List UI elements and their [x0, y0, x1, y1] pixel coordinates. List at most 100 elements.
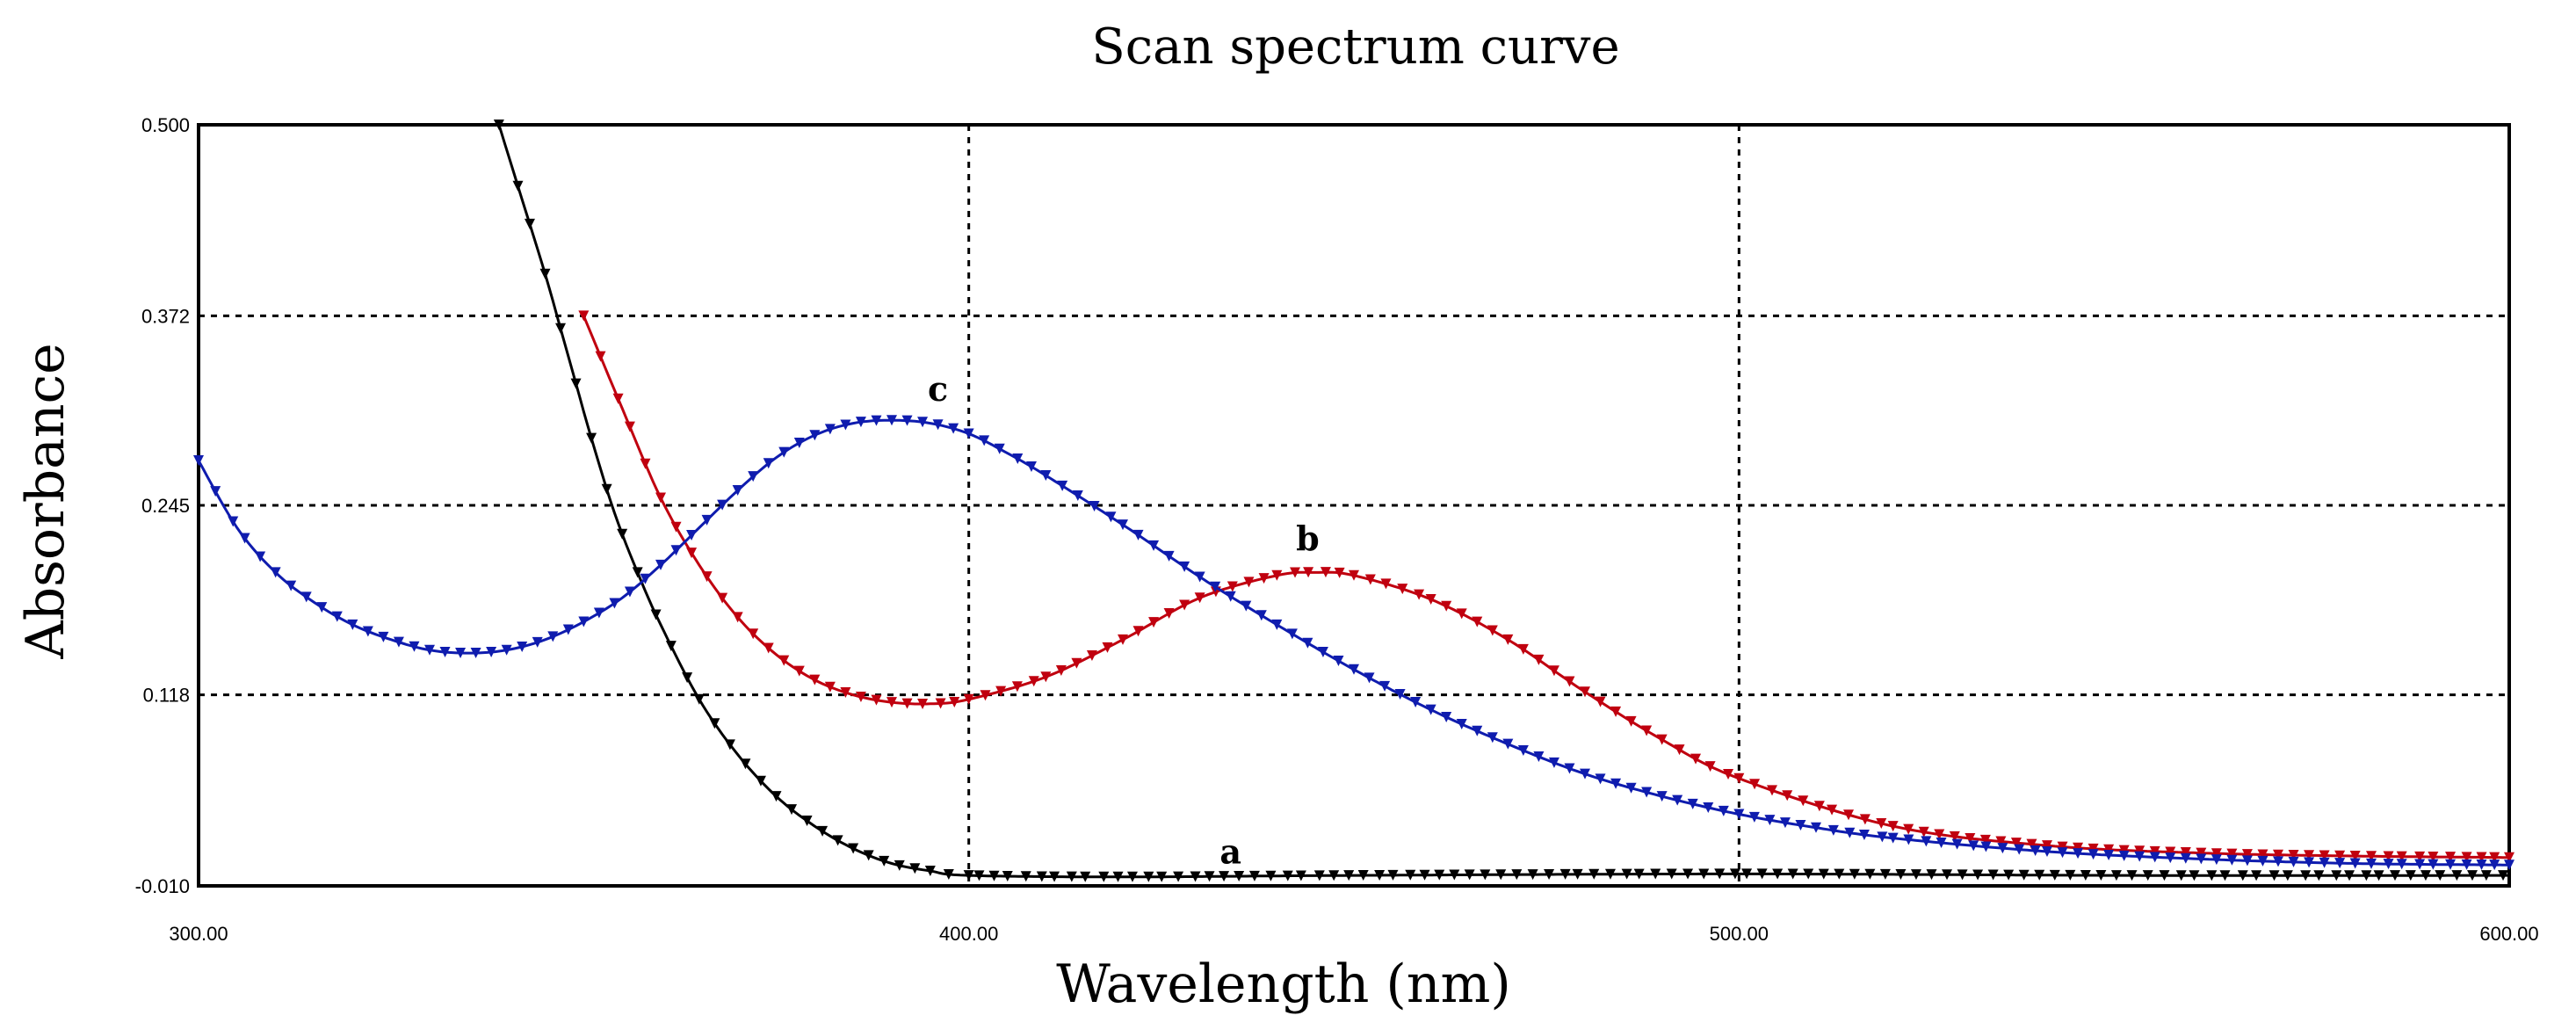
series-marker — [1666, 868, 1677, 880]
series-marker — [1564, 676, 1575, 687]
series-marker — [732, 485, 743, 497]
series-marker — [1877, 831, 1888, 843]
x-tick-label: 300.00 — [169, 923, 228, 945]
series-marker — [1756, 868, 1768, 880]
series-marker — [2451, 870, 2463, 881]
series-marker — [2476, 860, 2487, 871]
series-marker — [1951, 838, 1963, 850]
series-marker — [1089, 500, 1100, 511]
series-marker — [1179, 561, 1190, 572]
series-marker — [1179, 599, 1190, 611]
series-marker — [693, 693, 705, 705]
series-marker — [1764, 815, 1776, 826]
series-marker — [2180, 852, 2191, 864]
series-marker — [2504, 860, 2514, 871]
series-marker — [1926, 869, 1937, 881]
series-marker — [801, 816, 813, 827]
series-marker — [1163, 607, 1175, 619]
series-marker — [1112, 871, 1124, 882]
series-marker — [512, 180, 524, 192]
series-marker — [1811, 822, 1821, 833]
series-marker — [2034, 869, 2045, 881]
series-marker — [1012, 453, 1024, 464]
series-marker — [1965, 832, 1976, 844]
series-marker — [1533, 654, 1545, 665]
series-marker — [755, 775, 766, 787]
series-marker — [2405, 870, 2416, 881]
series-marker — [871, 415, 882, 426]
series-marker — [1843, 809, 1855, 821]
series-marker — [2003, 869, 2015, 881]
series-marker — [1690, 753, 1702, 765]
series-marker — [624, 421, 635, 432]
series-marker — [670, 521, 682, 533]
series-marker — [840, 419, 851, 431]
series-marker — [2489, 860, 2500, 871]
series-marker — [778, 655, 790, 666]
series-marker — [524, 218, 535, 229]
series-marker — [1118, 634, 1128, 645]
series-marker — [532, 636, 543, 648]
series-marker — [763, 458, 774, 469]
series-marker — [701, 571, 713, 583]
series-marker — [1502, 634, 1514, 645]
series-marker — [1410, 696, 1422, 707]
series-marker — [2180, 847, 2191, 859]
series-marker — [1595, 696, 1606, 707]
series-marker — [2149, 852, 2160, 863]
series-marker — [809, 674, 821, 685]
series-marker — [1795, 820, 1806, 831]
series-marker — [2088, 849, 2099, 860]
series-marker — [1527, 869, 1538, 881]
series-marker — [1302, 637, 1313, 649]
series-marker — [1434, 869, 1445, 881]
series-marker — [1921, 836, 1932, 847]
series-marker — [686, 548, 698, 559]
series-marker — [1226, 581, 1238, 592]
series-marker — [2226, 854, 2238, 866]
series-marker — [2189, 870, 2200, 881]
series-marker — [2257, 855, 2268, 867]
series-marker — [1472, 725, 1483, 736]
series-marker — [2383, 851, 2394, 862]
series-marker — [2241, 849, 2253, 860]
series-marker — [2414, 859, 2426, 870]
series-marker — [2390, 870, 2401, 881]
series-marker — [2319, 857, 2330, 868]
series-marker — [1472, 616, 1483, 627]
series-marker — [2226, 848, 2238, 860]
series-marker — [1271, 619, 1283, 630]
series-marker — [2467, 870, 2478, 881]
series-marker — [2331, 870, 2342, 881]
series-marker — [1219, 871, 1230, 882]
series-marker — [2428, 852, 2439, 863]
series-marker — [2057, 847, 2068, 859]
series-marker — [439, 647, 451, 658]
series-marker — [1887, 832, 1899, 844]
series-marker — [1779, 817, 1791, 829]
series-marker — [362, 626, 373, 637]
chart-title: Scan spectrum curve — [1091, 18, 1619, 76]
series-marker — [547, 631, 559, 642]
series-marker — [1733, 772, 1745, 784]
series-marker — [393, 636, 404, 648]
series-marker — [879, 855, 890, 867]
series-marker — [1118, 519, 1128, 531]
series-marker — [424, 644, 435, 656]
series-marker — [2088, 843, 2099, 854]
series-marker — [2435, 870, 2446, 881]
series-marker — [886, 697, 897, 708]
series-marker — [1548, 757, 1559, 768]
series-marker — [2042, 840, 2052, 852]
series-marker — [1957, 869, 1968, 881]
series-marker — [935, 698, 946, 709]
series-marker — [1333, 655, 1344, 666]
series-marker — [894, 860, 905, 871]
series-marker — [1040, 671, 1052, 683]
series-marker — [932, 419, 944, 431]
series-marker — [2304, 857, 2315, 868]
series-marker — [562, 624, 574, 635]
series-marker — [2073, 842, 2084, 853]
series-marker — [717, 499, 728, 511]
series-marker — [1942, 869, 1953, 881]
